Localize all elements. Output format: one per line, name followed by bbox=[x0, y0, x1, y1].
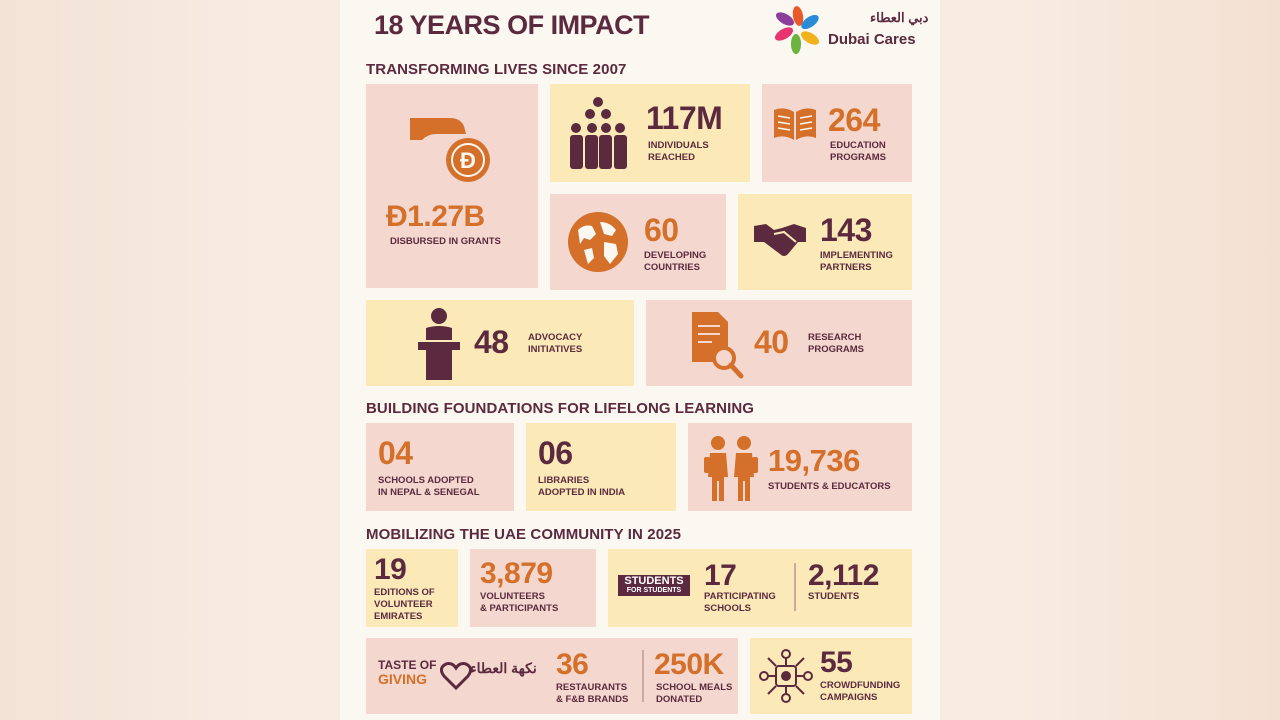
grants-value: 1.27B bbox=[407, 200, 485, 233]
restaurants-label: RESTAURANTS & F&B BRANDS bbox=[556, 682, 629, 705]
editions-label: EDITIONS OF VOLUNTEER EMIRATES bbox=[374, 587, 435, 622]
tog-logo-line1: TASTE OF bbox=[378, 658, 437, 672]
individuals-label: INDIVIDUALS REACHED bbox=[648, 140, 709, 163]
handshake-icon bbox=[752, 220, 808, 260]
crowdfunding-network-icon bbox=[758, 648, 814, 704]
divider bbox=[642, 650, 644, 702]
countries-card: 60 DEVELOPING COUNTRIES bbox=[550, 194, 726, 290]
students-label: STUDENTS & EDUCATORS bbox=[768, 481, 891, 492]
taste-of-giving-card: TASTE OF GIVING نكهة العطاء 36 RESTAURAN… bbox=[366, 638, 738, 714]
crowdfunding-label: CROWDFUNDING CAMPAIGNS bbox=[820, 680, 901, 703]
libraries-value: 06 bbox=[538, 435, 573, 471]
meals-label: SCHOOL MEALS DONATED bbox=[656, 682, 733, 705]
grants-label: DISBURSED IN GRANTS bbox=[390, 236, 501, 247]
meals-value: 250K bbox=[654, 648, 724, 681]
sfs-students-value: 2,112 bbox=[808, 559, 879, 592]
brand-name: Dubai Cares bbox=[828, 31, 916, 48]
section-heading-transforming: TRANSFORMING LIVES SINCE 2007 bbox=[366, 61, 627, 78]
section-heading-foundations: BUILDING FOUNDATIONS FOR LIFELONG LEARNI… bbox=[366, 400, 755, 417]
sfs-logo-line2: FOR STUDENTS bbox=[626, 587, 682, 594]
countries-label: DEVELOPING COUNTRIES bbox=[644, 250, 707, 273]
research-card: 40 RESEARCH PROGRAMS bbox=[646, 300, 912, 386]
dubai-cares-logo-icon bbox=[770, 4, 826, 56]
grants-value-row: Đ1.27B bbox=[386, 202, 485, 232]
partners-label: IMPLEMENTING PARTNERS bbox=[820, 250, 893, 273]
schools-card: 04 SCHOOLS ADOPTED IN NEPAL & SENEGAL bbox=[366, 423, 514, 511]
people-group-icon bbox=[568, 96, 628, 170]
svg-text:Đ: Đ bbox=[460, 148, 476, 173]
document-magnifier-icon bbox=[688, 308, 744, 380]
individuals-card: 117M INDIVIDUALS REACHED bbox=[550, 84, 750, 182]
grants-card: Đ Đ1.27B DISBURSED IN GRANTS bbox=[366, 84, 538, 288]
advocacy-value: 48 bbox=[474, 324, 509, 360]
education-value: 264 bbox=[828, 102, 880, 138]
tog-logo-arabic: نكهة العطاء bbox=[470, 660, 537, 676]
partners-card: 143 IMPLEMENTING PARTNERS bbox=[738, 194, 912, 290]
sfs-logo-line1: STUDENTS bbox=[624, 575, 684, 587]
volunteers-card: 3,879 VOLUNTEERS & PARTICIPANTS bbox=[470, 549, 596, 627]
students-icon bbox=[702, 433, 760, 503]
schools-value: 04 bbox=[378, 435, 413, 471]
participating-value: 17 bbox=[704, 559, 737, 592]
volunteers-value: 3,879 bbox=[480, 557, 553, 590]
education-label: EDUCATION PROGRAMS bbox=[830, 140, 886, 163]
advocacy-card: 48 ADVOCACY INITIATIVES bbox=[366, 300, 634, 386]
libraries-label: LIBRARIES ADOPTED IN INDIA bbox=[538, 475, 626, 498]
taste-of-giving-logo: TASTE OF GIVING bbox=[378, 658, 436, 686]
sfs-students-label: STUDENTS bbox=[808, 591, 860, 602]
advocacy-label: ADVOCACY INITIATIVES bbox=[528, 332, 583, 355]
research-label: RESEARCH PROGRAMS bbox=[808, 332, 864, 355]
crowdfunding-value: 55 bbox=[820, 646, 853, 679]
participating-label: PARTICIPATING SCHOOLS bbox=[704, 591, 776, 614]
students-card: 19,736 STUDENTS & EDUCATORS bbox=[688, 423, 912, 511]
partners-value: 143 bbox=[820, 212, 872, 248]
libraries-card: 06 LIBRARIES ADOPTED IN INDIA bbox=[526, 423, 676, 511]
students-for-students-card: STUDENTS FOR STUDENTS 17 PARTICIPATING S… bbox=[608, 549, 912, 627]
speaker-podium-icon bbox=[414, 306, 464, 382]
tog-logo-line2: GIVING bbox=[378, 671, 428, 687]
education-card: 264 EDUCATION PROGRAMS bbox=[762, 84, 912, 182]
crowdfunding-card: 55 CROWDFUNDING CAMPAIGNS bbox=[750, 638, 912, 714]
volunteers-label: VOLUNTEERS & PARTICIPANTS bbox=[480, 591, 559, 614]
globe-icon bbox=[566, 210, 630, 274]
open-book-icon bbox=[772, 106, 818, 142]
infographic-poster: 18 YEARS OF IMPACT دبي العطاء Dubai Care… bbox=[340, 0, 940, 720]
page-title: 18 YEARS OF IMPACT bbox=[374, 10, 650, 40]
individuals-value: 117M bbox=[646, 100, 723, 136]
countries-value: 60 bbox=[644, 212, 679, 248]
editions-value: 19 bbox=[374, 553, 407, 586]
schools-label: SCHOOLS ADOPTED IN NEPAL & SENEGAL bbox=[378, 475, 480, 498]
divider bbox=[794, 563, 796, 611]
research-value: 40 bbox=[754, 324, 789, 360]
section-heading-mobilizing: MOBILIZING THE UAE COMMUNITY IN 2025 bbox=[366, 526, 682, 543]
students-for-students-logo: STUDENTS FOR STUDENTS bbox=[618, 575, 690, 596]
hand-coin-icon: Đ bbox=[406, 112, 498, 184]
editions-card: 19 EDITIONS OF VOLUNTEER EMIRATES bbox=[366, 549, 458, 627]
heart-icon bbox=[439, 660, 473, 691]
dirham-symbol: Đ bbox=[386, 200, 408, 233]
restaurants-value: 36 bbox=[556, 648, 589, 681]
brand-arabic: دبي العطاء bbox=[870, 10, 929, 25]
students-value: 19,736 bbox=[768, 443, 860, 478]
